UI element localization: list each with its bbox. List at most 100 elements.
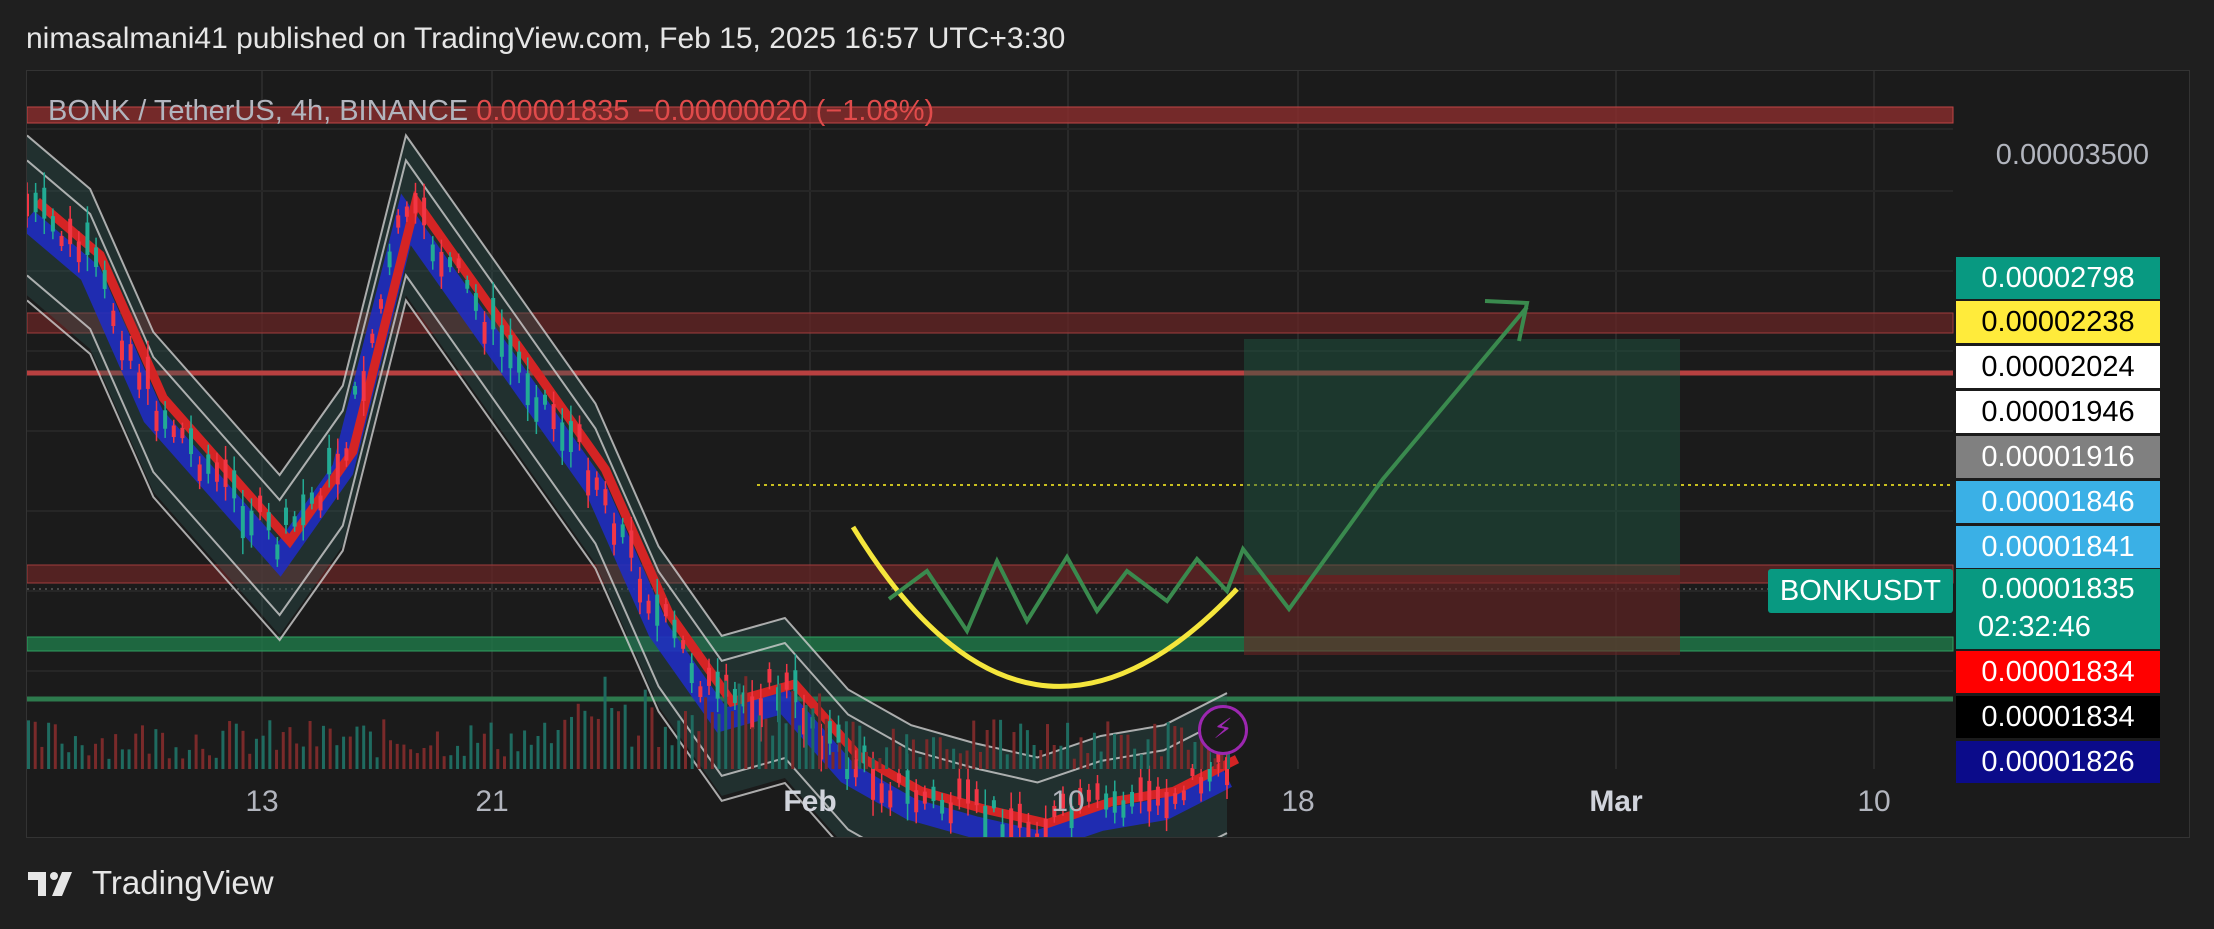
volume-bar (73, 736, 77, 769)
candle-body (33, 192, 38, 213)
projection-arrow-icon (1484, 299, 1530, 342)
candle-body (655, 594, 660, 626)
candle-body (102, 270, 107, 289)
candle-body (551, 404, 556, 430)
candle-body (119, 340, 124, 361)
volume-bar (1019, 723, 1023, 769)
volume-bar (342, 736, 346, 769)
volume-bar (737, 683, 741, 769)
volume-bar (1039, 750, 1043, 769)
candle-body (568, 421, 573, 453)
candle-body (473, 293, 478, 311)
candle-body (59, 236, 64, 247)
volume-bar (1066, 722, 1070, 769)
candle-body (1017, 803, 1022, 828)
candle-body (646, 600, 651, 614)
candle-body (801, 708, 806, 735)
volume-bar (1059, 745, 1063, 769)
volume-bar (134, 733, 138, 769)
volume-bar (791, 690, 795, 769)
volume-bar (616, 711, 620, 769)
volume-bar (804, 705, 808, 769)
price-label: 0.00001916 (1956, 436, 2160, 478)
volume-bar (1099, 751, 1103, 769)
volume-bar (147, 753, 151, 769)
candle-body (560, 422, 565, 451)
volume-bar (60, 743, 64, 769)
candle-body (137, 372, 142, 390)
volume-bar (911, 739, 915, 769)
candle-body (249, 510, 254, 536)
volume-bar (657, 746, 661, 769)
volume-bar (1159, 756, 1163, 769)
candle-body (577, 424, 582, 442)
volume-bar (623, 704, 627, 769)
price-label: 0.00001946 (1956, 391, 2160, 433)
candle-body (1000, 824, 1005, 837)
volume-bar (751, 727, 755, 769)
candle-body (68, 218, 73, 245)
candle-body (1164, 792, 1169, 819)
volume-bar (576, 703, 580, 769)
volume-bar (978, 751, 982, 769)
candle-body (1121, 800, 1126, 818)
envelope-line (27, 273, 1228, 837)
candle-body (266, 512, 271, 531)
candle-body (344, 448, 349, 461)
volume-bar (811, 708, 815, 769)
price-chart[interactable] (27, 71, 2189, 837)
volume-bar (529, 744, 533, 769)
candle-body (335, 453, 340, 485)
projection-path (887, 305, 1529, 636)
volume-bar (1092, 732, 1096, 769)
candle-body (836, 724, 841, 743)
ma-band (27, 193, 1232, 837)
candle-body (1052, 805, 1057, 818)
candle-body (309, 492, 314, 504)
time-axis-label: 18 (1281, 785, 1315, 818)
volume-bar (871, 758, 875, 769)
volume-bar (1166, 722, 1170, 769)
volume-bar (945, 749, 949, 769)
candle-body (534, 397, 539, 422)
chart-area[interactable]: BONK / TetherUS, 4h, BINANCE 0.00001835 … (26, 70, 2190, 838)
candle-body (456, 258, 461, 269)
volume-bar (449, 755, 453, 769)
candle-body (948, 802, 953, 824)
volume-bar (254, 738, 258, 769)
candle-body (741, 692, 746, 707)
volume-bar (295, 743, 299, 769)
volume-bar (208, 755, 212, 769)
volume-bar (952, 748, 956, 769)
volume-bar (777, 684, 781, 769)
price-label: 0.00001841 (1956, 526, 2160, 568)
candle-body (1060, 793, 1065, 809)
volume-bar (536, 735, 540, 769)
volume-bar (33, 721, 37, 769)
candle-body (715, 671, 720, 699)
candle-body (292, 516, 297, 527)
candle-body (793, 670, 798, 703)
candle-body (318, 495, 323, 511)
candle-body (681, 640, 686, 649)
volume-bar (140, 725, 144, 769)
candle-body (1086, 789, 1091, 802)
candle-body (180, 427, 185, 439)
volume-bar (683, 711, 687, 769)
cup-pattern-curve (850, 525, 1239, 689)
volume-bar (563, 719, 567, 769)
current-price-box: 0.00001835 02:32:46 (1956, 569, 2160, 649)
volume-bar (114, 734, 118, 769)
lightning-icon[interactable]: ⚡ (1198, 705, 1248, 755)
candle-body (750, 696, 755, 730)
candle-body (275, 544, 280, 560)
volume-bar (818, 693, 822, 769)
candle-body (1155, 786, 1160, 806)
candle-body (905, 770, 910, 804)
volume-bar (677, 720, 681, 769)
volume-bar (1173, 726, 1177, 769)
symbol-legend[interactable]: BONK / TetherUS, 4h, BINANCE 0.00001835 … (48, 95, 934, 128)
volume-bar (704, 697, 708, 769)
price-label: 0.00002024 (1956, 346, 2160, 388)
volume-bar (187, 749, 191, 769)
